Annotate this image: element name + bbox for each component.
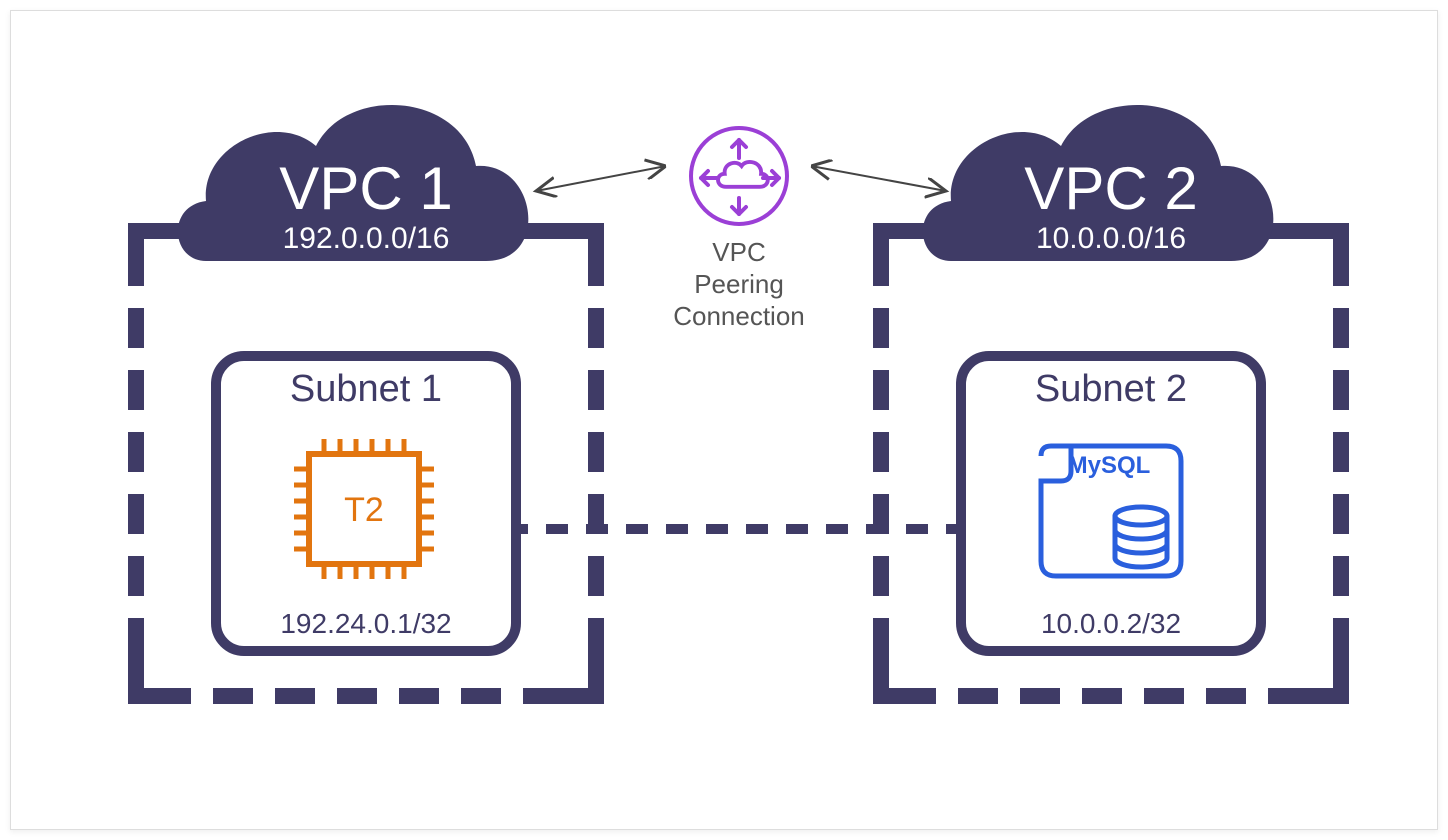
- diagram-frame: Subnet 1 192.24.0.1/32: [10, 10, 1438, 830]
- peering-arrow-right: [811, 166, 946, 191]
- vpc2-cloud-icon: VPC 2 10.0.0.0/16: [923, 105, 1273, 261]
- vpc2-title: VPC 2: [1024, 155, 1197, 222]
- vpc1-cloud-icon: VPC 1 192.0.0.0/16: [178, 105, 528, 261]
- ec2-instance-label: T2: [344, 491, 384, 529]
- subnet1-ip: 192.24.0.1/32: [280, 608, 451, 639]
- vpc-peering-icon: [691, 128, 787, 224]
- vpc1-cidr: 192.0.0.0/16: [283, 222, 450, 255]
- rds-mysql-label: MySQL: [1068, 452, 1151, 479]
- subnet2-label: Subnet 2: [1035, 368, 1187, 410]
- peering-arrow-left: [536, 166, 666, 191]
- diagram-canvas: Subnet 1 192.24.0.1/32: [0, 0, 1448, 840]
- peering-label-1: VPC: [712, 237, 765, 267]
- subnet1-label: Subnet 1: [290, 368, 442, 410]
- subnet2-ip: 10.0.0.2/32: [1041, 608, 1181, 639]
- peering-label-3: Connection: [673, 301, 805, 331]
- diagram-svg: Subnet 1 192.24.0.1/32: [11, 11, 1439, 831]
- vpc1-title: VPC 1: [279, 155, 452, 222]
- peering-label-2: Peering: [694, 269, 784, 299]
- vpc2-cidr: 10.0.0.0/16: [1036, 222, 1186, 255]
